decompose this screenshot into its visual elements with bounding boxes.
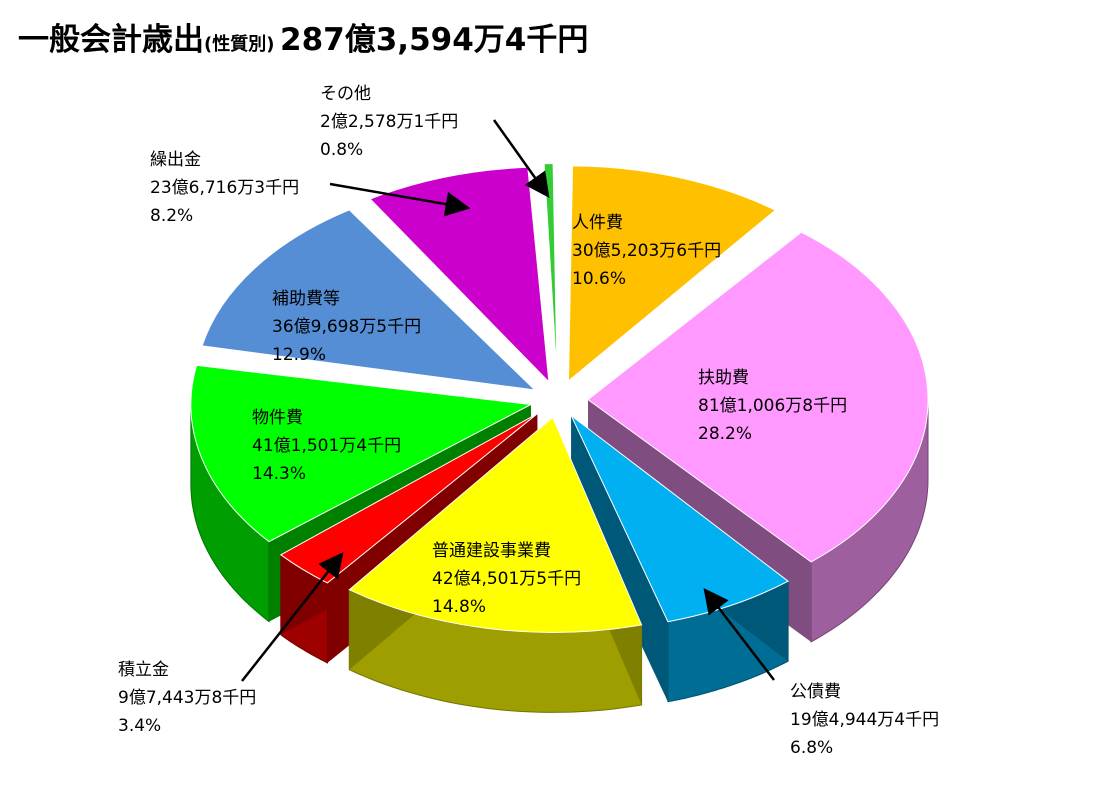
slice-debt [570, 415, 790, 623]
label-name: 公債費 [790, 682, 841, 702]
label-name: 普通建設事業費 [432, 541, 551, 561]
label-amount: 2億2,578万1千円 [320, 112, 458, 132]
slice-label-other: その他 2億2,578万1千円 0.8% [320, 84, 458, 160]
label-percent: 14.8% [432, 597, 486, 617]
slice-label-goods: 物件費 41億1,501万4千円 14.3% [252, 408, 401, 484]
slice-label-subsidy: 補助費等 36億9,698万5千円 12.9% [272, 289, 421, 365]
slice-label-construction: 普通建設事業費 42億4,501万5千円 14.8% [432, 541, 581, 617]
label-amount: 19億4,944万4千円 [790, 710, 939, 730]
label-amount: 42億4,501万5千円 [432, 569, 581, 589]
title-total: 287億3,594万4千円 [280, 22, 589, 58]
label-amount: 23億6,716万3千円 [150, 178, 299, 198]
slice-cut-debt-1 [571, 415, 668, 702]
slice-reserve [279, 413, 538, 584]
label-percent: 14.3% [252, 464, 306, 484]
label-amount: 41億1,501万4千円 [252, 436, 401, 456]
label-name: 人件費 [572, 213, 623, 233]
title-main: 一般会計歳出 [18, 22, 204, 58]
label-percent: 28.2% [698, 424, 752, 444]
label-amount: 9億7,443万8千円 [118, 688, 256, 708]
label-amount: 30億5,203万6千円 [572, 241, 721, 261]
slice-personnel [567, 165, 777, 382]
slice-label-debt: 公債費 19億4,944万4千円 6.8% [790, 682, 939, 758]
label-amount: 81億1,006万8千円 [698, 396, 847, 416]
arrow-other [492, 119, 550, 199]
slice-assistance [587, 231, 929, 563]
slice-other [543, 162, 558, 379]
slice-goods [190, 364, 533, 543]
slice-cut-reserve-1 [280, 413, 538, 635]
slice-label-transfer: 繰出金 23億6,716万3千円 8.2% [150, 150, 299, 226]
label-percent: 3.4% [118, 716, 161, 736]
label-arrows [241, 119, 775, 682]
label-name: 繰出金 [150, 150, 201, 170]
slice-label-reserve: 積立金 9億7,443万8千円 3.4% [118, 660, 256, 736]
slice-construction [348, 416, 643, 633]
slice-subsidy [201, 209, 537, 391]
slice-label-personnel: 人件費 30億5,203万6千円 10.6% [572, 213, 721, 289]
label-amount: 36億9,698万5千円 [272, 317, 421, 337]
label-name: 補助費等 [272, 289, 340, 309]
label-percent: 0.8% [320, 140, 363, 160]
label-name: 扶助費 [698, 368, 749, 388]
slice-label-assistance: 扶助費 81億1,006万8千円 28.2% [698, 368, 847, 444]
arrow-debt [703, 588, 775, 681]
label-percent: 6.8% [790, 738, 833, 758]
label-percent: 8.2% [150, 206, 193, 226]
label-name: 積立金 [118, 660, 169, 680]
pie-tops [190, 162, 929, 633]
label-percent: 10.6% [572, 269, 626, 289]
label-name: 物件費 [252, 408, 303, 428]
slice-labels: 人件費 30億5,203万6千円 10.6% 扶助費 81億1,006万8千円 28.2%… [118, 84, 939, 758]
title-sub: (性質別) [204, 34, 275, 55]
label-percent: 12.9% [272, 345, 326, 365]
page-title: 一般会計歳出(性質別) 287億3,594万4千円 [18, 14, 588, 59]
slice-transfer [369, 166, 550, 384]
label-name: その他 [320, 84, 371, 104]
arrow-reserve [241, 552, 344, 682]
arrow-transfer [329, 182, 471, 217]
